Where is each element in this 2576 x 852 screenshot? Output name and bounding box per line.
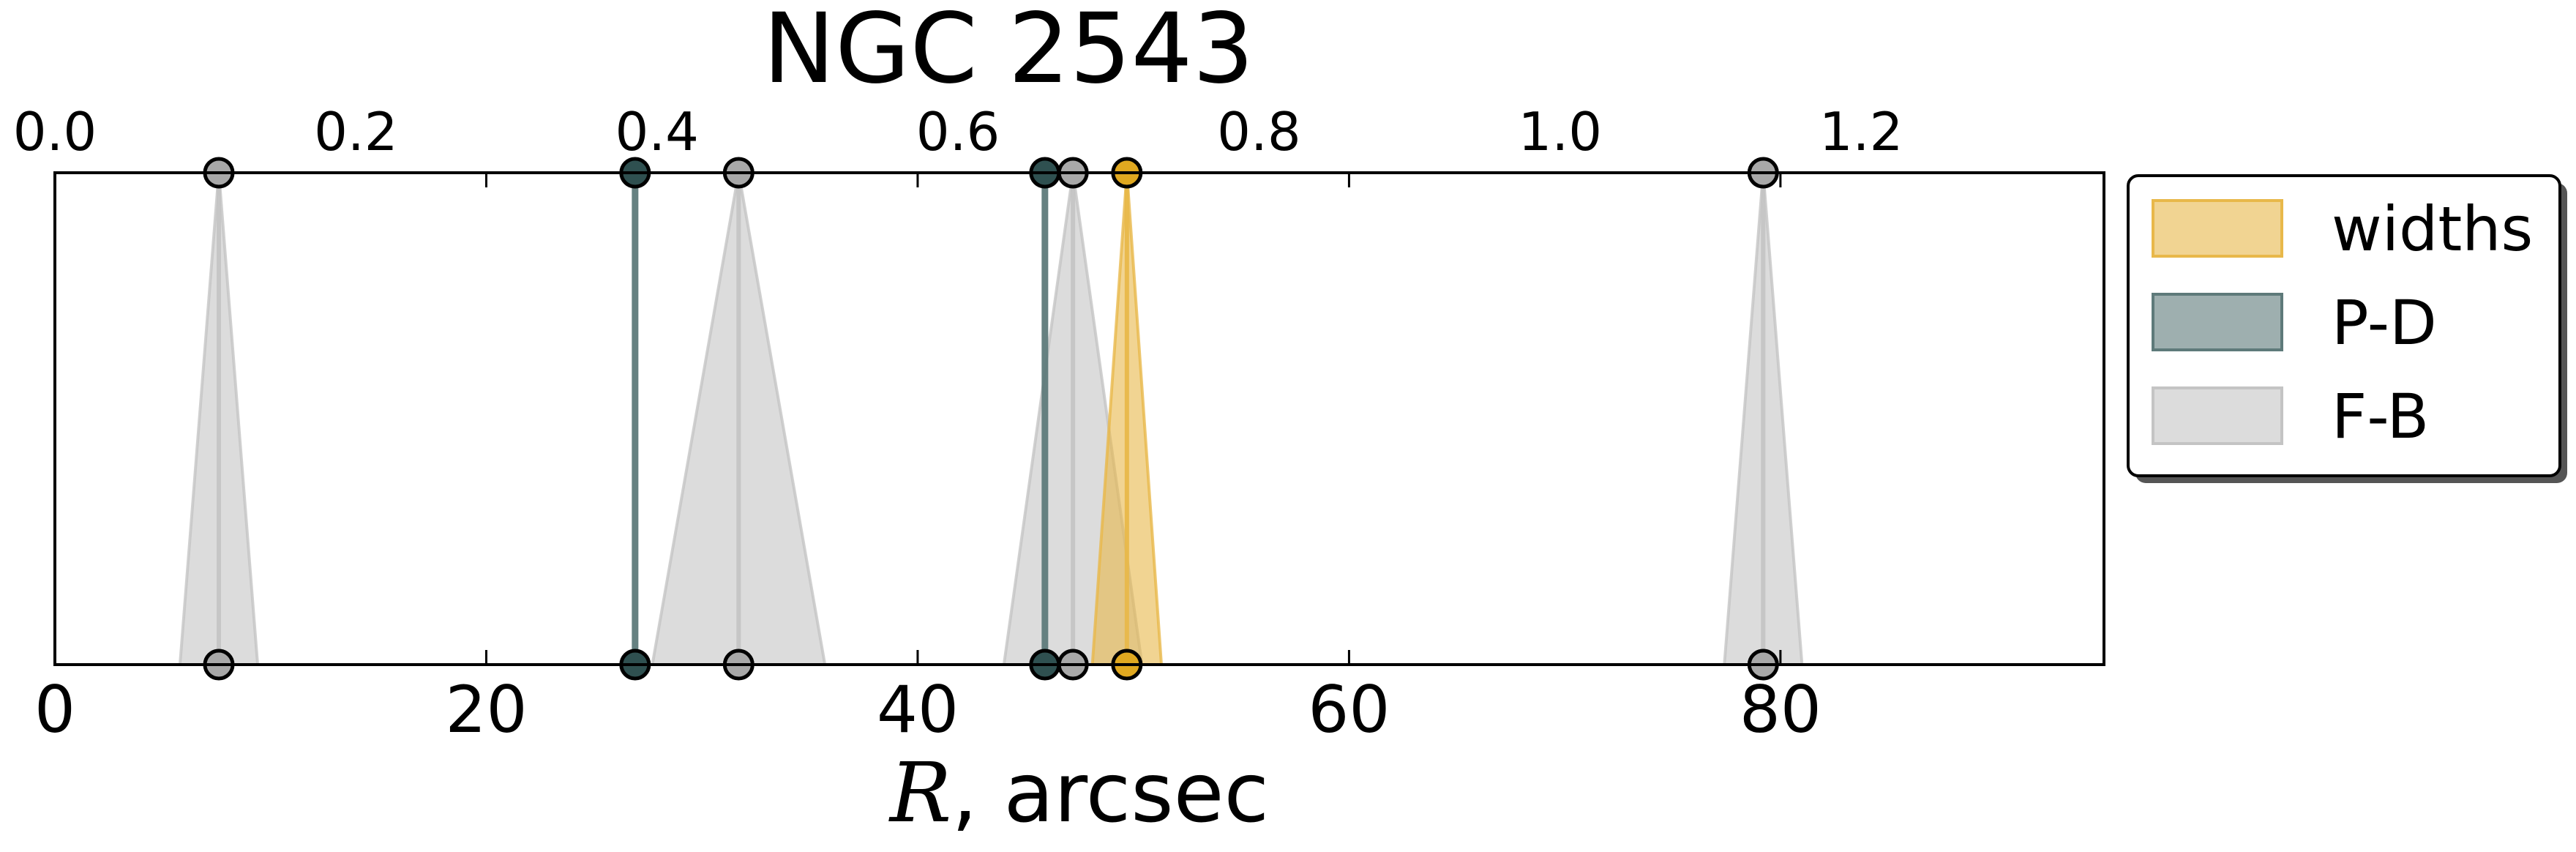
legend-swatch-widths xyxy=(2152,199,2283,258)
x-tick-label: 80 xyxy=(1740,672,1821,747)
plot-border xyxy=(53,171,2105,666)
x-axis-label-units: , arcsec xyxy=(951,746,1269,841)
top-tick-label: 0.0 xyxy=(13,101,97,162)
x-tick-label: 40 xyxy=(877,672,959,747)
x-tick-label: 60 xyxy=(1308,672,1390,747)
top-tick-label: 0.4 xyxy=(615,101,699,162)
x-axis-label-variable: R xyxy=(888,746,951,841)
x-tick-label: 20 xyxy=(445,672,527,747)
legend-swatch-p-d xyxy=(2152,293,2283,351)
legend-label-p-d: P-D xyxy=(2332,287,2437,359)
top-tick-label: 0.6 xyxy=(916,101,1000,162)
chart-title: NGC 2543 xyxy=(763,0,1254,105)
legend-items: widths P-D F-B xyxy=(2152,193,2533,452)
top-tick-label: 1.0 xyxy=(1519,101,1603,162)
chart-marks xyxy=(178,157,1804,681)
x-tick-label: 0 xyxy=(34,672,75,747)
legend-swatch-f-b xyxy=(2152,386,2283,445)
top-tick-label: 0.2 xyxy=(314,101,398,162)
top-tick-label: 0.8 xyxy=(1217,101,1301,162)
top-axis: 0.0 0.2 0.4 0.6 0.8 1.0 1.2 xyxy=(13,101,1903,162)
legend-label-f-b: F-B xyxy=(2332,381,2429,452)
legend: widths P-D F-B xyxy=(2127,174,2567,483)
bottom-axis: 0 20 40 60 80 xyxy=(34,173,1821,747)
top-tick-label: 1.2 xyxy=(1819,101,1903,162)
legend-label-widths: widths xyxy=(2332,193,2533,265)
x-axis-label: R, arcsec xyxy=(888,746,1269,841)
